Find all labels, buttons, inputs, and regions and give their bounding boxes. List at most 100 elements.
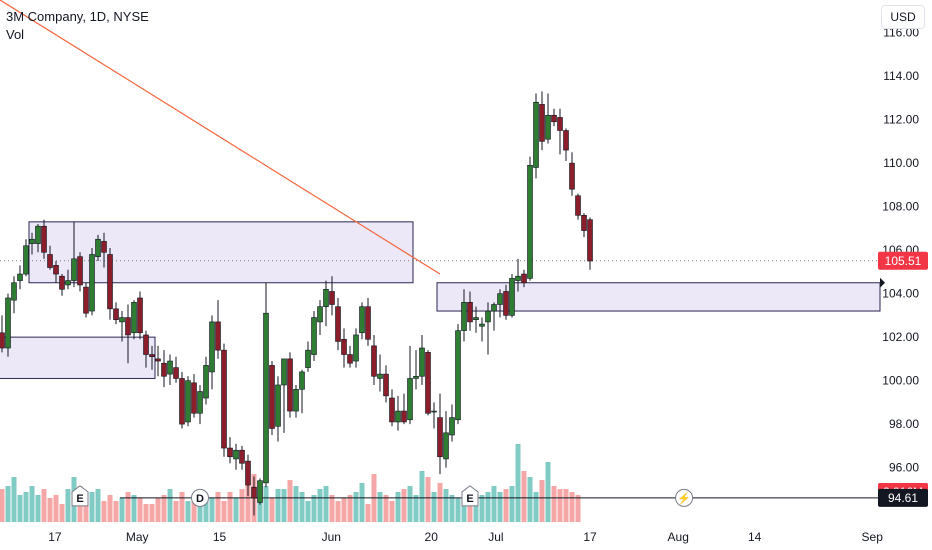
candle-body — [305, 349, 311, 368]
volume-bar — [59, 504, 65, 522]
earnings-marker[interactable]: E — [461, 485, 479, 507]
candle-body — [569, 162, 575, 190]
volume-bar — [509, 486, 515, 522]
candle-body — [317, 306, 323, 323]
candle-body — [551, 114, 557, 123]
candle — [455, 324, 461, 425]
candle-body — [377, 373, 383, 379]
volume-bar — [497, 492, 503, 522]
dividend-marker[interactable]: D — [191, 488, 209, 507]
candle — [203, 356, 209, 405]
earnings-marker[interactable]: E — [71, 485, 89, 507]
currency-button[interactable]: USD — [881, 5, 925, 29]
candle — [113, 302, 119, 325]
volume-bar — [89, 492, 95, 522]
volume-bar — [485, 492, 491, 522]
x-tick-label: 17 — [48, 530, 62, 544]
candle — [497, 289, 503, 318]
volume-bar — [119, 498, 125, 522]
candle-body — [323, 288, 329, 307]
volume-bar — [293, 486, 299, 522]
candle — [413, 350, 419, 390]
candle — [131, 300, 137, 340]
candle-body — [431, 410, 437, 413]
volume-bar — [281, 489, 287, 522]
candle — [125, 304, 131, 364]
volume-bar — [257, 492, 263, 522]
volume-bar — [335, 501, 341, 522]
volume-bar — [479, 495, 485, 522]
candle — [377, 354, 383, 392]
candle — [311, 311, 317, 362]
candle — [0, 315, 5, 353]
candle — [269, 361, 275, 435]
candle-body — [503, 291, 509, 316]
volume-bar — [317, 489, 323, 522]
volume-bar — [563, 489, 569, 522]
x-tick-label: 20 — [425, 530, 439, 544]
volume-bar — [401, 489, 407, 522]
volume-bar — [527, 477, 533, 522]
y-tick-label: 114.00 — [883, 69, 919, 83]
current-price-badge-bg — [878, 251, 928, 270]
candle — [167, 354, 173, 385]
volume-bar — [197, 501, 203, 522]
candle — [101, 232, 107, 268]
candle-body — [527, 165, 533, 279]
y-tick-label: 96.00 — [889, 461, 919, 475]
line-price-badge-bg — [878, 488, 928, 507]
volume-bar — [461, 492, 467, 522]
volume-bar — [83, 498, 89, 522]
candle — [53, 261, 59, 283]
candle — [521, 269, 527, 288]
candle-body — [401, 410, 407, 423]
candle — [275, 376, 281, 442]
volume-bar — [227, 492, 233, 522]
volume-bar — [359, 483, 365, 522]
candle — [365, 297, 371, 346]
volume-bar — [107, 495, 113, 522]
candle-body — [11, 282, 17, 301]
volume-bar — [521, 471, 527, 522]
candle-body — [455, 330, 461, 421]
candle — [251, 476, 257, 516]
candle — [425, 350, 431, 416]
volume-bar — [551, 486, 557, 522]
candle — [461, 289, 467, 342]
candle — [503, 284, 509, 320]
volume-bar — [113, 501, 119, 522]
candle — [221, 343, 227, 457]
y-tick-label: 108.00 — [882, 200, 919, 214]
volume-bar — [233, 498, 239, 522]
candle-body — [269, 365, 275, 429]
candle-body — [203, 365, 209, 399]
candle-body — [515, 275, 521, 281]
volume-bar — [419, 471, 425, 522]
candle — [473, 306, 479, 333]
candle-body — [371, 345, 377, 377]
volume-bar — [329, 495, 335, 522]
candle-body — [443, 432, 449, 460]
candle — [23, 239, 29, 277]
candle — [29, 232, 35, 255]
volume-bar — [533, 492, 539, 522]
candle-body — [245, 460, 251, 486]
current-price-badge-text: 105.51 — [885, 254, 922, 268]
candle — [185, 376, 191, 427]
volume-bar — [41, 489, 47, 522]
candle — [515, 258, 521, 292]
split-marker[interactable]: ⚡ — [675, 488, 694, 507]
candle-body — [215, 321, 221, 351]
candle-body — [419, 347, 425, 377]
candle-body — [563, 130, 569, 151]
event-marker-label: ⚡ — [677, 492, 691, 505]
candle-body — [485, 310, 491, 323]
candle — [179, 371, 185, 429]
candle — [329, 276, 335, 316]
volume-bar — [167, 489, 173, 522]
candle-body — [35, 225, 41, 244]
x-tick-label: Jul — [488, 530, 503, 544]
volume-bar — [311, 495, 317, 522]
candle-body — [251, 486, 257, 499]
